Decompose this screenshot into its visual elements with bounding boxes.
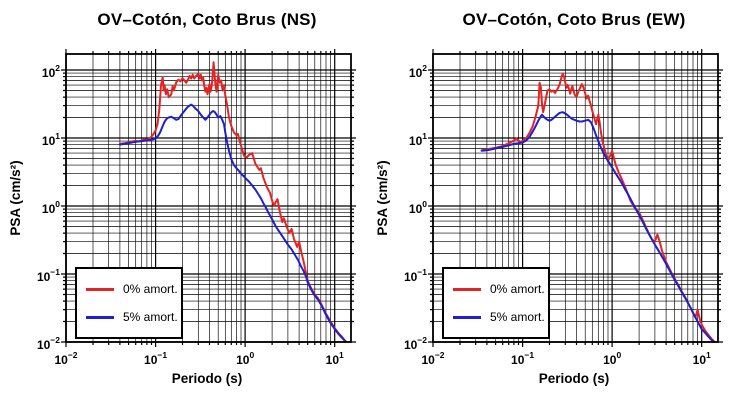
legend-item-0pct: 0% amort. xyxy=(453,282,545,296)
y-tick-label: 102 xyxy=(41,63,60,80)
legend-item-5pct: 5% amort. xyxy=(86,310,178,324)
legend-ew: 0% amort. 5% amort. xyxy=(442,267,550,339)
legend-label-0pct: 0% amort. xyxy=(123,282,178,296)
y-tick-label: 101 xyxy=(408,131,427,148)
x-tick-label: 10−2 xyxy=(421,350,445,367)
legend-label-5pct: 5% amort. xyxy=(123,310,178,324)
x-tick-label: 101 xyxy=(325,350,344,367)
tick-marks xyxy=(428,49,723,347)
y-tick-label: 102 xyxy=(408,63,427,80)
plot-frame xyxy=(432,53,719,343)
minor-gridlines xyxy=(66,54,351,342)
y-tick-label: 101 xyxy=(41,131,60,148)
x-tick-label: 10−2 xyxy=(54,350,78,367)
legend-label-0pct: 0% amort. xyxy=(490,282,545,296)
curve-0-amort- xyxy=(480,72,716,342)
tick-marks xyxy=(61,49,356,347)
x-axis-label-ew: Periodo (s) xyxy=(538,371,610,386)
plot-0 xyxy=(61,49,356,347)
x-tick-label: 100 xyxy=(236,350,255,367)
curve-0-amort- xyxy=(118,61,348,342)
minor-gridlines xyxy=(433,54,718,342)
plot-frame xyxy=(65,53,352,343)
x-tick-label: 10−1 xyxy=(511,350,535,367)
y-tick-label: 10−2 xyxy=(403,335,427,352)
y-tick-label: 100 xyxy=(408,199,427,216)
y-tick-label: 100 xyxy=(41,199,60,216)
legend-ns: 0% amort. 5% amort. xyxy=(75,267,183,339)
legend-line-0pct xyxy=(453,287,481,291)
x-tick-label: 101 xyxy=(692,350,711,367)
legend-line-5pct xyxy=(453,315,481,319)
curve-5-amort- xyxy=(118,103,348,342)
plot-title-ew: OV–Cotón, Coto Brus (EW) xyxy=(462,10,686,29)
legend-item-0pct: 0% amort. xyxy=(86,282,178,296)
legend-item-5pct: 5% amort. xyxy=(453,310,545,324)
y-tick-label: 10−1 xyxy=(36,267,60,284)
x-tick-label: 100 xyxy=(603,350,622,367)
legend-label-5pct: 5% amort. xyxy=(490,310,545,324)
y-tick-label: 10−1 xyxy=(403,267,427,284)
curve-5-amort- xyxy=(480,111,716,342)
y-tick-label: 10−2 xyxy=(36,335,60,352)
plot-1 xyxy=(428,49,723,347)
plot-title-ns: OV–Cotón, Coto Brus (NS) xyxy=(97,10,317,29)
legend-line-0pct xyxy=(86,287,114,291)
x-axis-label-ns: Periodo (s) xyxy=(171,371,243,386)
legend-line-5pct xyxy=(86,315,114,319)
x-tick-label: 10−1 xyxy=(144,350,168,367)
